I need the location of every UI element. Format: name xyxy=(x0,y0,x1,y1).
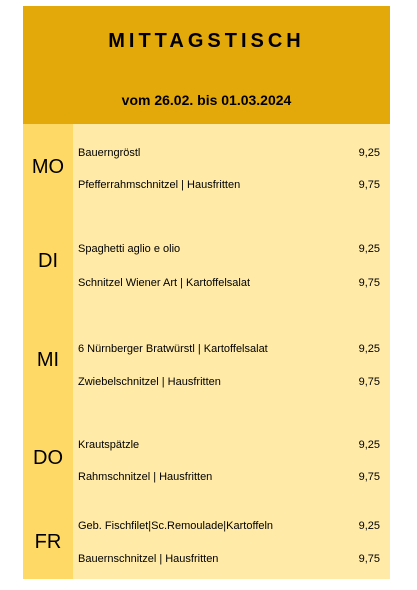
menu-item-name: Krautspätzle xyxy=(78,439,140,451)
menu-item-name: Rahmschnitzel | Hausfritten xyxy=(78,471,213,483)
menu-item-price: 9,25 xyxy=(358,520,380,532)
menu-item-name: Bauernschnitzel | Hausfritten xyxy=(78,553,219,565)
menu-item-price: 9,75 xyxy=(358,553,380,565)
menu-body: MO Bauerngröstl 9,25 Pfefferrahmschnitze… xyxy=(23,124,390,579)
menu-item-price: 9,25 xyxy=(358,243,380,255)
menu-item-price: 9,75 xyxy=(358,179,380,191)
day-label-do: DO xyxy=(33,447,63,469)
menu-item-name: Schnitzel Wiener Art | Kartoffelsalat xyxy=(78,277,251,289)
menu-item-name: Zwiebelschnitzel | Hausfritten xyxy=(78,376,221,388)
day-column xyxy=(23,124,73,579)
menu-item-name: 6 Nürnberger Bratwürstl | Kartoffelsalat xyxy=(78,343,268,355)
day-label-mo: MO xyxy=(31,156,65,178)
menu-header: MITTAGSTISCH vom 26.02. bis 01.03.2024 xyxy=(23,6,390,124)
menu-item-name: Spaghetti aglio e olio xyxy=(78,243,181,255)
lunch-menu: MITTAGSTISCH vom 26.02. bis 01.03.2024 M… xyxy=(23,6,390,579)
menu-item-name: Bauerngröstl xyxy=(78,147,141,159)
day-label-mi: MI xyxy=(36,349,60,371)
menu-item-price: 9,75 xyxy=(358,277,380,289)
menu-item-price: 9,25 xyxy=(358,147,380,159)
day-label-di: DI xyxy=(38,250,58,272)
menu-item-name: Pfefferrahmschnitzel | Hausfritten xyxy=(78,179,241,191)
day-label-fr: FR xyxy=(34,531,62,553)
menu-item-price: 9,75 xyxy=(358,376,380,388)
menu-item-name: Geb. Fischfilet|Sc.Remoulade|Kartoffeln xyxy=(78,520,274,532)
menu-item-price: 9,75 xyxy=(358,471,380,483)
menu-item-price: 9,25 xyxy=(358,439,380,451)
menu-date-range: vom 26.02. bis 01.03.2024 xyxy=(121,92,292,108)
menu-item-price: 9,25 xyxy=(358,343,380,355)
menu-title: MITTAGSTISCH xyxy=(108,30,305,52)
